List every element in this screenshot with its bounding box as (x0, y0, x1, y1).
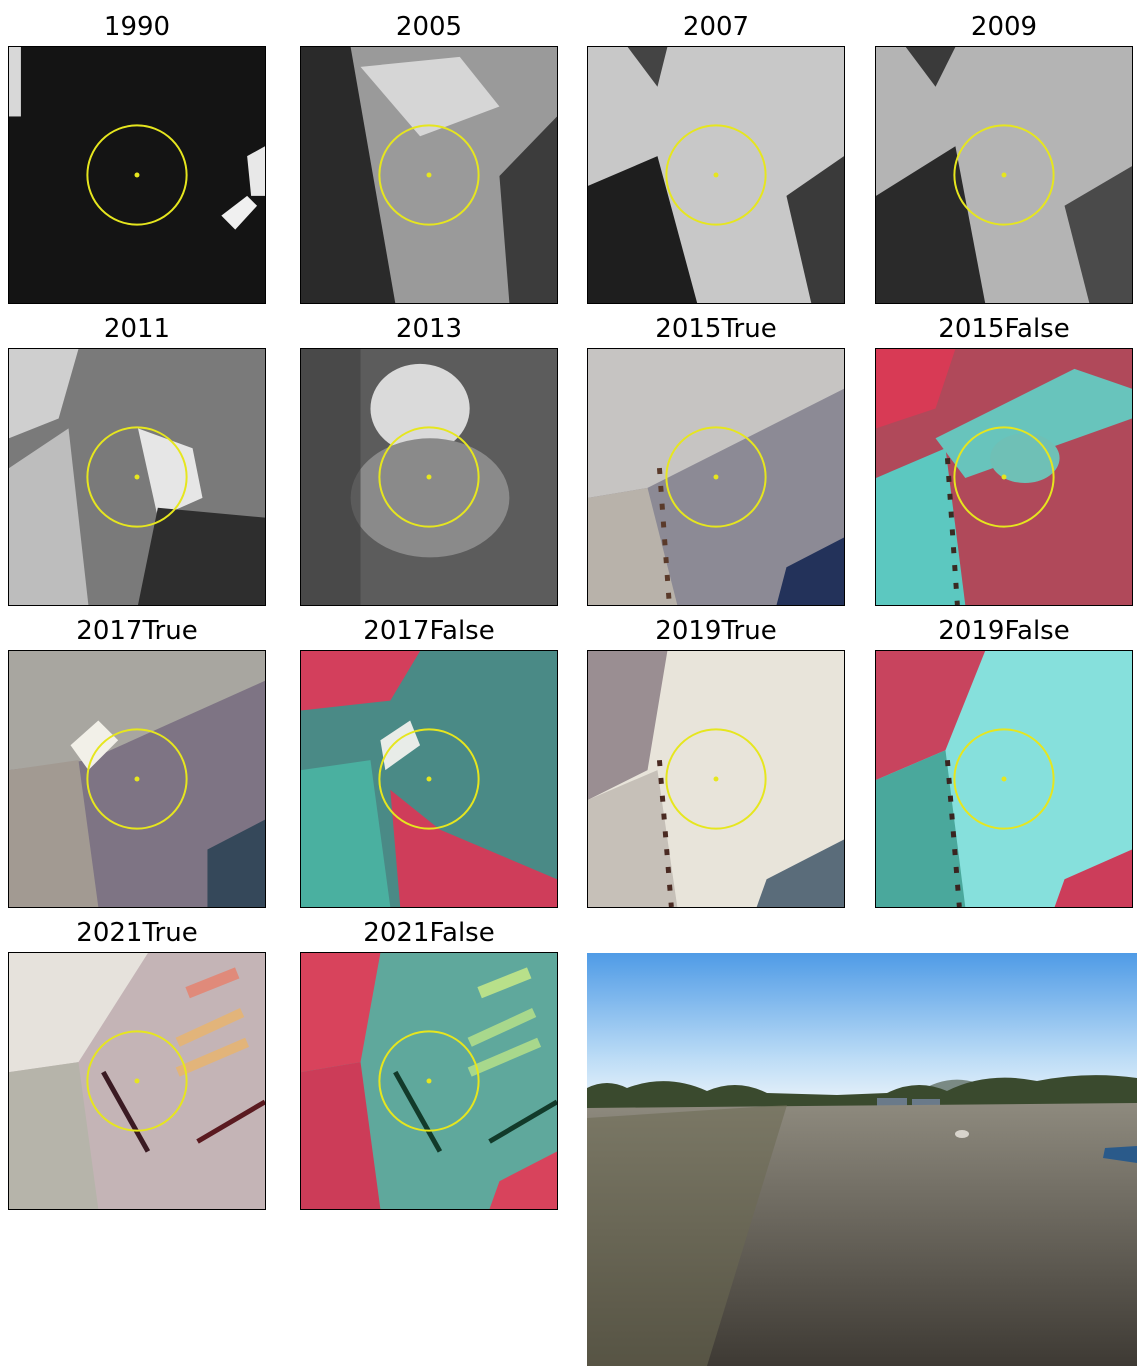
panel-2019-true: 2019True (587, 616, 845, 916)
field-photo (587, 953, 1137, 1366)
panel-2011: 2011 (8, 314, 266, 614)
panel-title: 2021True (76, 918, 198, 948)
satellite-image (587, 650, 845, 908)
panel-title: 2015False (938, 314, 1070, 344)
satellite-image (300, 348, 558, 606)
panel-2021-true: 2021True (8, 918, 266, 1218)
panel-2013: 2013 (300, 314, 558, 614)
satellite-image (875, 650, 1133, 908)
panel-title: 2011 (103, 314, 171, 344)
panel-title: 2021False (363, 918, 495, 948)
satellite-image (300, 952, 558, 1210)
panel-title: 2015True (655, 314, 777, 344)
satellite-image (875, 348, 1133, 606)
satellite-image (587, 348, 845, 606)
panel-2017-false: 2017False (300, 616, 558, 916)
panel-2015-true: 2015True (587, 314, 845, 614)
panel-title: 2013 (395, 314, 463, 344)
panel-2015-false: 2015False (875, 314, 1133, 614)
panel-2017-true: 2017True (8, 616, 266, 916)
satellite-image (8, 952, 266, 1210)
panel-title: 2017True (76, 616, 198, 646)
panel-title: 2007 (682, 12, 750, 42)
satellite-image (8, 348, 266, 606)
satellite-image (587, 46, 845, 304)
panel-2021-false: 2021False (300, 918, 558, 1218)
panel-2005: 2005 (300, 12, 558, 312)
satellite-image (8, 46, 266, 304)
satellite-image (300, 46, 558, 304)
panel-2007: 2007 (587, 12, 845, 312)
panel-title: 2019False (938, 616, 1070, 646)
satellite-image (300, 650, 558, 908)
satellite-image (875, 46, 1133, 304)
satellite-image (8, 650, 266, 908)
panel-title: 1990 (103, 12, 171, 42)
panel-2019-false: 2019False (875, 616, 1133, 916)
panel-title: 2005 (395, 12, 463, 42)
panel-2009: 2009 (875, 12, 1133, 312)
panel-title: 2009 (970, 12, 1038, 42)
panel-title: 2019True (655, 616, 777, 646)
panel-1990: 1990 (8, 12, 266, 312)
panel-title: 2017False (363, 616, 495, 646)
